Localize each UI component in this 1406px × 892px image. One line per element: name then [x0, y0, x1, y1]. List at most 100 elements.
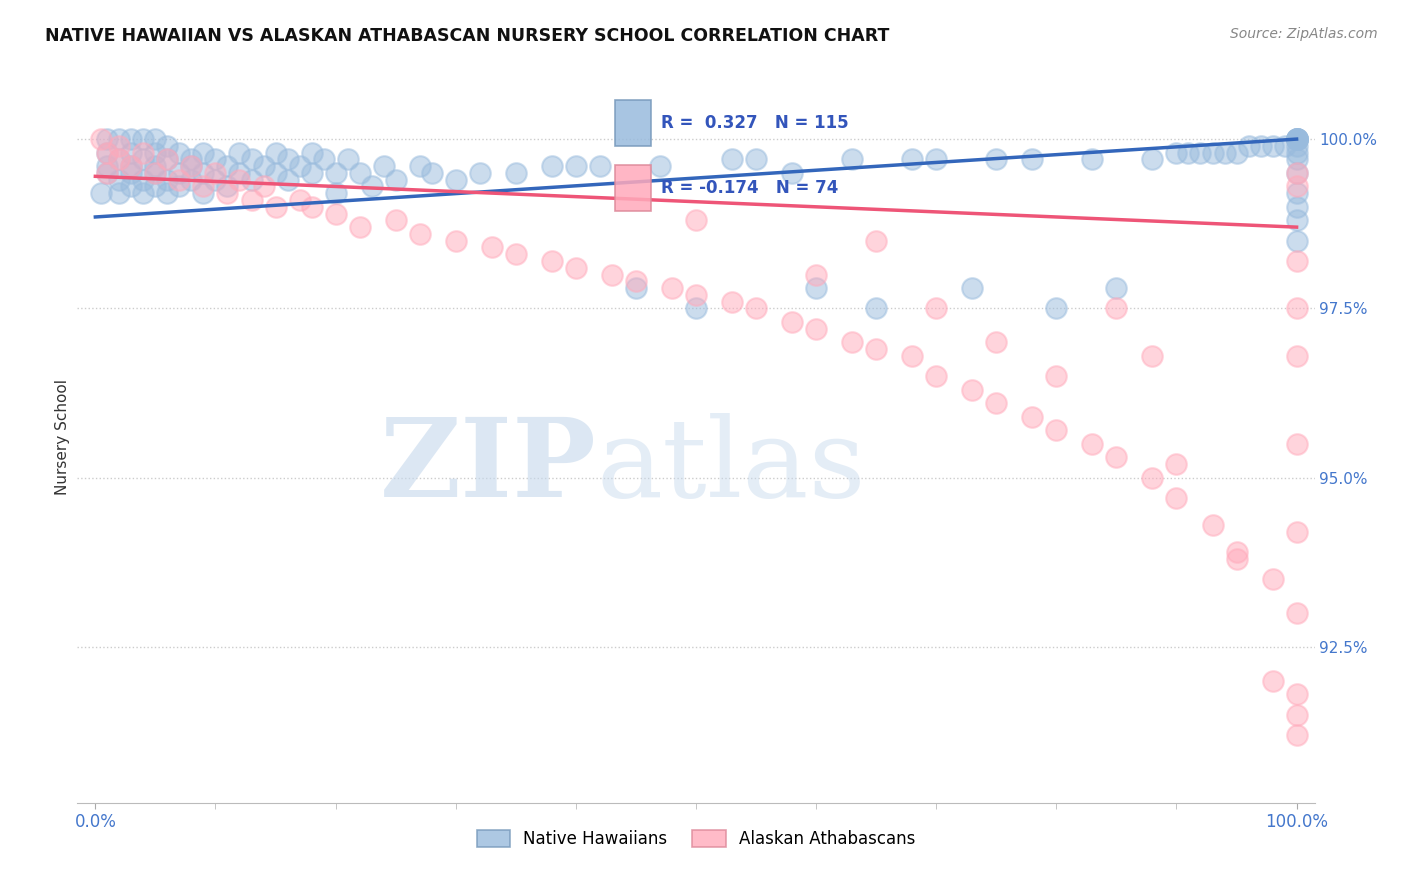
Point	[420, 166, 443, 180]
Point	[217, 186, 239, 201]
Text: ZIP: ZIP	[380, 413, 598, 520]
Point	[156, 153, 179, 167]
Point	[505, 166, 527, 180]
Point	[240, 193, 263, 207]
Point	[277, 172, 299, 186]
Point	[288, 159, 311, 173]
Point	[986, 396, 1008, 410]
Point	[925, 153, 948, 167]
Point	[240, 172, 263, 186]
Point	[865, 234, 887, 248]
Point	[96, 159, 118, 173]
Point	[1105, 450, 1128, 465]
Point	[481, 240, 503, 254]
Point	[301, 200, 323, 214]
Point	[169, 179, 191, 194]
Legend: Native Hawaiians, Alaskan Athabascans: Native Hawaiians, Alaskan Athabascans	[468, 822, 924, 856]
Point	[745, 301, 768, 316]
Point	[288, 193, 311, 207]
Point	[1213, 145, 1236, 160]
Point	[264, 145, 287, 160]
Point	[120, 132, 142, 146]
Point	[1142, 153, 1164, 167]
Point	[204, 166, 226, 180]
Point	[1285, 179, 1308, 194]
Point	[565, 159, 588, 173]
Point	[1285, 132, 1308, 146]
Point	[1021, 153, 1043, 167]
Point	[1285, 166, 1308, 180]
Point	[132, 172, 155, 186]
Point	[120, 145, 142, 160]
Point	[444, 234, 467, 248]
Point	[156, 139, 179, 153]
Point	[1285, 153, 1308, 167]
Point	[589, 159, 612, 173]
Point	[804, 268, 827, 282]
Point	[180, 159, 202, 173]
Point	[228, 172, 250, 186]
Point	[468, 166, 491, 180]
Point	[96, 145, 118, 160]
Y-axis label: Nursery School: Nursery School	[55, 379, 70, 495]
Point	[145, 179, 167, 194]
Point	[1285, 349, 1308, 363]
Point	[780, 315, 803, 329]
Point	[217, 179, 239, 194]
Point	[648, 159, 671, 173]
Point	[804, 322, 827, 336]
Point	[721, 294, 744, 309]
Point	[1285, 688, 1308, 702]
Point	[1142, 471, 1164, 485]
Point	[180, 172, 202, 186]
Point	[865, 342, 887, 356]
Point	[156, 153, 179, 167]
Point	[132, 186, 155, 201]
Point	[193, 179, 215, 194]
Point	[925, 369, 948, 384]
Point	[540, 159, 562, 173]
Point	[721, 153, 744, 167]
Point	[204, 172, 226, 186]
Point	[360, 179, 382, 194]
Point	[1166, 457, 1188, 471]
Point	[169, 166, 191, 180]
Point	[1225, 545, 1247, 559]
Point	[217, 159, 239, 173]
Point	[325, 186, 347, 201]
Point	[108, 153, 131, 167]
Point	[349, 220, 371, 235]
Point	[180, 159, 202, 173]
Point	[624, 274, 647, 288]
Point	[145, 145, 167, 160]
Point	[901, 349, 924, 363]
Point	[193, 145, 215, 160]
Point	[336, 153, 359, 167]
Point	[96, 166, 118, 180]
Text: NATIVE HAWAIIAN VS ALASKAN ATHABASCAN NURSERY SCHOOL CORRELATION CHART: NATIVE HAWAIIAN VS ALASKAN ATHABASCAN NU…	[45, 27, 890, 45]
Point	[240, 153, 263, 167]
Point	[1105, 281, 1128, 295]
Point	[1285, 139, 1308, 153]
Point	[384, 213, 406, 227]
Point	[1166, 145, 1188, 160]
Point	[384, 172, 406, 186]
Point	[180, 153, 202, 167]
Point	[96, 166, 118, 180]
Point	[1285, 132, 1308, 146]
Point	[685, 288, 707, 302]
Point	[1285, 166, 1308, 180]
Point	[108, 172, 131, 186]
Point	[277, 153, 299, 167]
Point	[108, 139, 131, 153]
Point	[505, 247, 527, 261]
Point	[962, 383, 984, 397]
Point	[1166, 491, 1188, 505]
Point	[1285, 254, 1308, 268]
Point	[145, 132, 167, 146]
Point	[145, 166, 167, 180]
Point	[865, 301, 887, 316]
Point	[264, 200, 287, 214]
Point	[1045, 301, 1067, 316]
Point	[228, 145, 250, 160]
